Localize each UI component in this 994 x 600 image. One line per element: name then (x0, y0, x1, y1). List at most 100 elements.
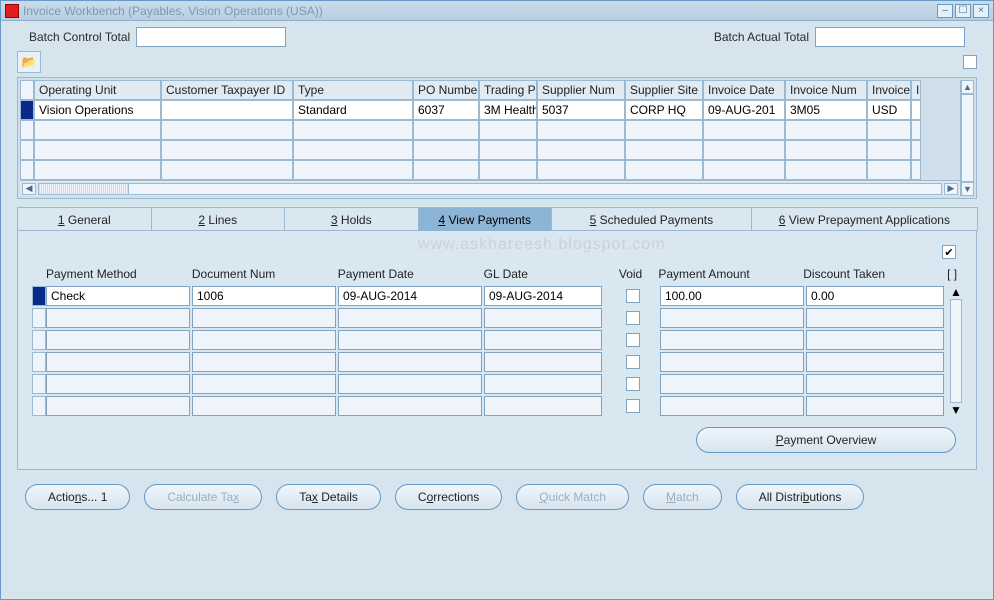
cell[interactable] (625, 120, 703, 140)
cell[interactable] (192, 308, 336, 328)
cell[interactable] (192, 352, 336, 372)
cell[interactable] (703, 140, 785, 160)
batch-actual-input[interactable] (815, 27, 965, 47)
cell[interactable] (293, 140, 413, 160)
scroll-down-icon[interactable]: ▼ (961, 182, 974, 196)
cell[interactable] (911, 160, 921, 180)
cell[interactable] (806, 308, 944, 328)
cell[interactable] (46, 374, 190, 394)
cell[interactable] (338, 374, 482, 394)
cell[interactable] (413, 140, 479, 160)
cell[interactable]: 100.00 (660, 286, 804, 306)
tab-holds[interactable]: 3 Holds (284, 207, 419, 231)
cell[interactable] (484, 352, 602, 372)
cell[interactable]: Vision Operations (34, 100, 161, 120)
cell[interactable] (413, 120, 479, 140)
col-invoice-date[interactable]: Invoice Date (703, 80, 785, 100)
tab-general[interactable]: 1 General (17, 207, 152, 231)
cell[interactable] (703, 160, 785, 180)
cell[interactable] (484, 330, 602, 350)
cell[interactable] (161, 160, 293, 180)
col-supplier-site[interactable]: Supplier Site (625, 80, 703, 100)
cell[interactable]: 09-AUG-2014 (338, 286, 482, 306)
cell[interactable] (338, 396, 482, 416)
scroll-up-icon[interactable]: ▲ (950, 285, 962, 299)
cell[interactable] (34, 140, 161, 160)
calculate-tax-button[interactable]: Calculate Tax (144, 484, 262, 510)
col-po-number[interactable]: PO Number (413, 80, 479, 100)
cell[interactable] (537, 120, 625, 140)
cell[interactable] (479, 140, 537, 160)
scroll-up-icon[interactable]: ▲ (961, 80, 974, 94)
match-button[interactable]: Match (643, 484, 722, 510)
cell[interactable] (192, 374, 336, 394)
cell[interactable] (806, 374, 944, 394)
cell[interactable] (785, 120, 867, 140)
payments-top-checkbox[interactable]: ✔ (942, 245, 956, 259)
payment-row[interactable] (32, 395, 946, 417)
col-customer-taxpayer-id[interactable]: Customer Taxpayer ID (161, 80, 293, 100)
payment-row[interactable] (32, 373, 946, 395)
row-selector[interactable] (32, 330, 46, 350)
col-trading-partner[interactable]: Trading Pa (479, 80, 537, 100)
payment-row[interactable] (32, 351, 946, 373)
payment-row[interactable] (32, 329, 946, 351)
cell[interactable] (484, 396, 602, 416)
cell[interactable] (660, 352, 804, 372)
cell[interactable]: 6037 (413, 100, 479, 120)
tab-lines[interactable]: 2 Lines (151, 207, 286, 231)
cell[interactable]: Check (46, 286, 190, 306)
scroll-left-icon[interactable]: ◀ (22, 183, 36, 195)
cell[interactable] (479, 120, 537, 140)
cell[interactable] (192, 330, 336, 350)
cell[interactable] (537, 160, 625, 180)
cell[interactable] (660, 308, 804, 328)
col-invoice-currency[interactable]: Invoice (867, 80, 911, 100)
cell[interactable] (660, 374, 804, 394)
cell[interactable] (867, 120, 911, 140)
cell[interactable] (660, 396, 804, 416)
scroll-right-icon[interactable]: ▶ (944, 183, 958, 195)
cell[interactable] (806, 352, 944, 372)
cell[interactable]: CORP HQ (625, 100, 703, 120)
cell[interactable] (46, 396, 190, 416)
cell[interactable] (293, 160, 413, 180)
quick-match-button[interactable]: Quick Match (516, 484, 629, 510)
cell[interactable] (911, 100, 921, 120)
cell[interactable] (479, 160, 537, 180)
invoice-row[interactable] (20, 160, 960, 180)
payment-grid-vscroll[interactable]: ▲ ▼ (950, 285, 962, 417)
col-operating-unit[interactable]: Operating Unit (34, 80, 161, 100)
invoice-grid-hscroll[interactable]: ◀ ▶ (20, 180, 960, 196)
cell[interactable]: USD (867, 100, 911, 120)
cell[interactable] (293, 120, 413, 140)
cell[interactable] (46, 308, 190, 328)
cell[interactable] (484, 374, 602, 394)
row-selector[interactable] (20, 120, 34, 140)
col-supplier-num[interactable]: Supplier Num (537, 80, 625, 100)
void-checkbox[interactable] (626, 311, 640, 325)
row-selector[interactable] (32, 352, 46, 372)
void-checkbox[interactable] (626, 355, 640, 369)
cell[interactable] (161, 120, 293, 140)
cell[interactable] (537, 140, 625, 160)
void-checkbox[interactable] (626, 399, 640, 413)
cell[interactable] (34, 160, 161, 180)
cell[interactable] (867, 160, 911, 180)
cell[interactable] (806, 330, 944, 350)
cell[interactable] (34, 120, 161, 140)
cell[interactable]: 0.00 (806, 286, 944, 306)
row-selector[interactable] (20, 140, 34, 160)
cell[interactable] (338, 330, 482, 350)
close-button[interactable]: × (973, 4, 989, 18)
all-distributions-button[interactable]: All Distributions (736, 484, 865, 510)
cell[interactable] (484, 308, 602, 328)
cell[interactable] (625, 160, 703, 180)
cell[interactable]: 1006 (192, 286, 336, 306)
cell[interactable]: 09-AUG-201 (703, 100, 785, 120)
minimize-button[interactable]: – (937, 4, 953, 18)
cell[interactable]: 5037 (537, 100, 625, 120)
toolbar-checkbox[interactable] (963, 55, 977, 69)
cell[interactable] (161, 140, 293, 160)
cell[interactable] (625, 140, 703, 160)
